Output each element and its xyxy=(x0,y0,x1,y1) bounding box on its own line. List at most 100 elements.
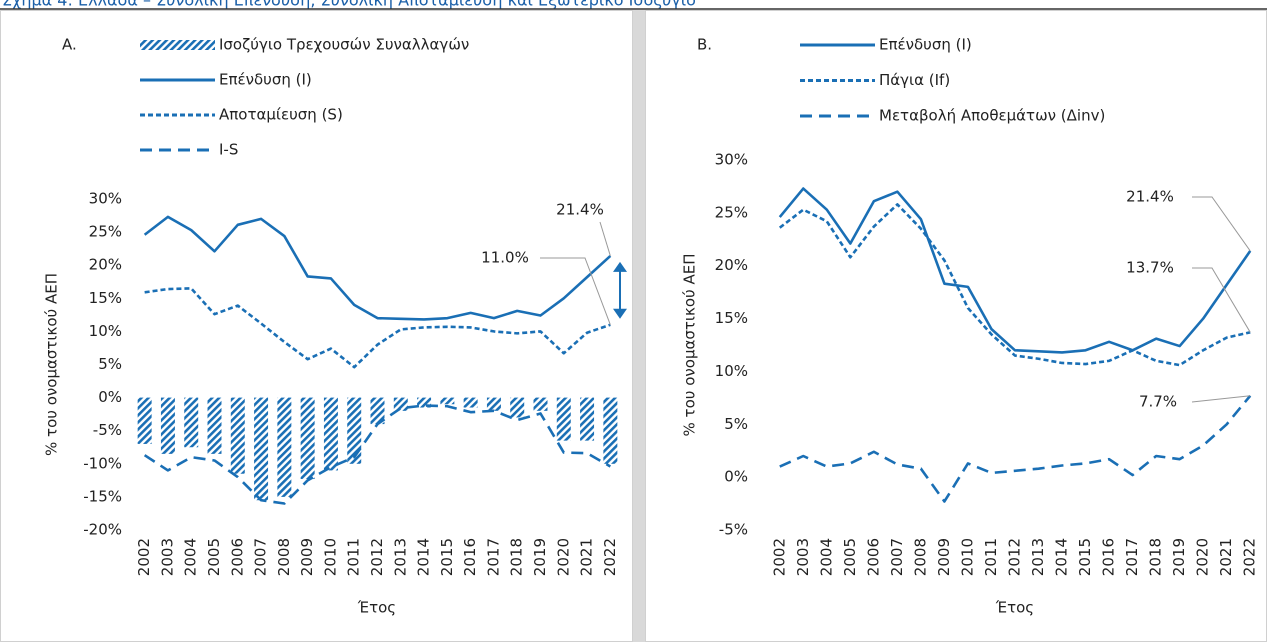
series-line xyxy=(779,394,1252,503)
x-tick-label: 2020 xyxy=(1194,538,1212,576)
y-tick-label: 25% xyxy=(715,203,748,221)
bar xyxy=(370,397,385,425)
y-tick-label: 30% xyxy=(715,151,748,169)
x-tick-label: 2022 xyxy=(601,538,619,576)
bar xyxy=(440,397,455,405)
y-tick-label: 25% xyxy=(89,223,122,241)
annotation: 21.4% xyxy=(556,201,604,219)
legend-label: Πάγια (If) xyxy=(879,71,950,89)
y-tick-label: -5% xyxy=(93,421,122,439)
x-tick-label: 2006 xyxy=(228,538,246,576)
x-tick-label: 2018 xyxy=(1147,538,1165,576)
bar xyxy=(137,397,152,444)
y-tick-label: 5% xyxy=(724,415,748,433)
x-tick-label: 2003 xyxy=(794,538,812,576)
leader-line xyxy=(1192,267,1251,333)
y-axis-title: % του ονομαστικού ΑΕΠ xyxy=(43,273,61,456)
arrow-head xyxy=(613,308,627,319)
y-tick-label: 0% xyxy=(98,388,122,406)
x-tick-label: 2005 xyxy=(841,538,859,576)
annotation: 11.0% xyxy=(481,249,529,267)
x-tick-label: 2010 xyxy=(321,538,339,576)
leader-line xyxy=(1192,196,1251,252)
x-tick-label: 2010 xyxy=(958,538,976,576)
y-tick-label: 30% xyxy=(89,190,122,208)
y-tick-label: 0% xyxy=(724,468,748,486)
x-tick-label: 2009 xyxy=(298,538,316,576)
x-tick-label: 2015 xyxy=(438,538,456,576)
x-tick-label: 2008 xyxy=(911,538,929,576)
x-tick-label: 2016 xyxy=(461,538,479,576)
y-tick-label: -5% xyxy=(719,521,748,539)
panel-label: A. xyxy=(62,36,77,54)
x-tick-label: 2011 xyxy=(345,538,363,576)
x-tick-label: 2002 xyxy=(770,538,788,576)
x-tick-label: 2014 xyxy=(415,538,433,576)
bar xyxy=(184,397,199,448)
x-tick-label: 2021 xyxy=(1217,538,1235,576)
bar xyxy=(393,397,408,411)
y-tick-label: -15% xyxy=(83,487,122,505)
x-tick-label: 2020 xyxy=(554,538,572,576)
arrow-head xyxy=(613,261,627,272)
y-tick-label: 10% xyxy=(715,362,748,380)
bar xyxy=(463,397,478,408)
legend-label: Επένδυση (I) xyxy=(879,36,972,54)
y-tick-label: 10% xyxy=(89,322,122,340)
y-tick-label: 15% xyxy=(89,289,122,307)
y-tick-label: 5% xyxy=(98,355,122,373)
figure-title: Σχήμα 4: Ελλάδα – Συνολική Επένδυση, Συν… xyxy=(2,0,696,10)
bar xyxy=(254,397,269,501)
series-line xyxy=(143,404,611,505)
series-line xyxy=(778,187,1252,354)
leader-line xyxy=(1191,395,1251,403)
x-tick-label: 2016 xyxy=(1100,538,1118,576)
separator xyxy=(633,10,645,642)
x-tick-label: 2007 xyxy=(252,538,270,576)
x-tick-label: 2013 xyxy=(1029,538,1047,576)
y-tick-label: -20% xyxy=(83,521,122,539)
y-axis-title: % του ονομαστικού ΑΕΠ xyxy=(681,254,699,437)
x-tick-label: 2019 xyxy=(1170,538,1188,576)
bar xyxy=(230,397,245,474)
x-tick-label: 2019 xyxy=(531,538,549,576)
x-tick-label: 2018 xyxy=(508,538,526,576)
bar xyxy=(323,397,338,471)
x-tick-label: 2021 xyxy=(578,538,596,576)
bar xyxy=(533,397,548,411)
x-tick-label: 2004 xyxy=(182,538,200,576)
bar xyxy=(580,397,595,441)
legend-label: Ισοζύγιο Τρεχουσών Συναλλαγών xyxy=(219,36,469,54)
x-tick-label: 2022 xyxy=(1241,538,1259,576)
x-axis-title: Έτος xyxy=(357,599,396,617)
bar xyxy=(277,397,292,497)
bar xyxy=(603,397,618,464)
y-tick-label: -10% xyxy=(83,454,122,472)
bar xyxy=(207,397,222,454)
x-tick-label: 2006 xyxy=(864,538,882,576)
x-tick-label: 2012 xyxy=(368,538,386,576)
legend-label: Επένδυση (I) xyxy=(219,71,312,89)
legend-swatch xyxy=(140,40,215,50)
x-axis-title: Έτος xyxy=(995,599,1034,617)
x-tick-label: 2017 xyxy=(1123,538,1141,576)
panel-label: B. xyxy=(697,36,712,54)
series-line xyxy=(143,215,612,321)
x-tick-label: 2009 xyxy=(935,538,953,576)
series-line xyxy=(144,287,611,369)
legend-label: Αποταμίευση (S) xyxy=(219,106,343,124)
x-tick-label: 2007 xyxy=(888,538,906,576)
y-tick-label: 15% xyxy=(715,309,748,327)
y-tick-label: 20% xyxy=(89,256,122,274)
x-tick-label: 2005 xyxy=(205,538,223,576)
bar xyxy=(510,397,525,418)
x-tick-label: 2003 xyxy=(158,538,176,576)
x-tick-label: 2017 xyxy=(484,538,502,576)
x-tick-label: 2002 xyxy=(135,538,153,576)
bar xyxy=(417,397,432,408)
x-tick-label: 2015 xyxy=(1076,538,1094,576)
series-line xyxy=(778,203,1251,367)
annotation: 7.7% xyxy=(1139,393,1177,411)
legend-label: I-S xyxy=(219,141,238,159)
